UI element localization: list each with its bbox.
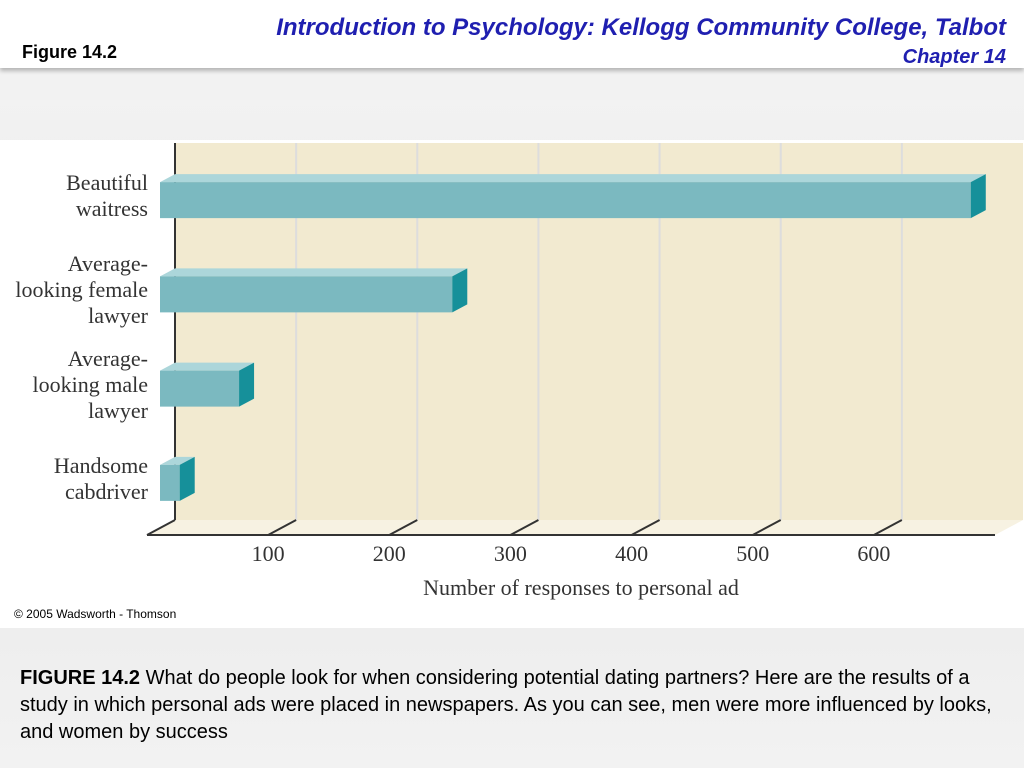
- category-label: Handsome cabdriver: [53, 452, 148, 504]
- bar-front: [160, 276, 453, 313]
- bar-top: [160, 456, 195, 465]
- header: Introduction to Psychology: Kellogg Comm…: [0, 0, 1024, 68]
- x-axis-title: Number of responses to personal ad: [423, 575, 739, 600]
- category-label: Average- looking male lawyer: [32, 345, 148, 423]
- bar-front: [160, 370, 240, 407]
- chart: 100 200 300 400 500 600 Number of responses to…: [0, 140, 1024, 628]
- bar: [160, 268, 468, 313]
- bar-side: [452, 268, 468, 313]
- bar: [160, 174, 986, 219]
- tick-mark: [752, 519, 782, 536]
- bar: [160, 456, 195, 501]
- tick-mark: [267, 519, 297, 536]
- tick-mark: [509, 519, 539, 536]
- bar-top: [160, 362, 255, 371]
- figure-label: Figure 14.2: [22, 42, 118, 62]
- copyright: © 2005 Wadsworth - Thomson: [14, 607, 177, 621]
- bar-side: [179, 456, 195, 501]
- floor-left: [146, 519, 176, 536]
- tick-mark: [388, 519, 418, 536]
- bar-front: [160, 464, 180, 501]
- chart-svg: 100 200 300 400 500 600 Number of responses to…: [146, 143, 1023, 600]
- x-tick-label: 400: [615, 541, 648, 566]
- tick-mark: [631, 519, 661, 536]
- category-label: Beautiful waitress: [66, 170, 148, 222]
- caption-text: What do people look for when considering…: [20, 667, 992, 743]
- x-tick-label: 100: [252, 541, 285, 566]
- x-tick-label: 500: [736, 541, 769, 566]
- x-tick-label: 200: [373, 541, 406, 566]
- bar-top: [160, 174, 986, 183]
- bar-top: [160, 268, 468, 277]
- x-tick-label: 300: [494, 541, 527, 566]
- x-tick-label: 600: [857, 541, 890, 566]
- tick-mark: [873, 519, 903, 536]
- category-label: Average- looking female lawyer: [15, 251, 148, 329]
- bar-side: [239, 362, 255, 407]
- bar: [160, 362, 255, 407]
- title: Introduction to Psychology: Kellogg Comm…: [276, 14, 1006, 41]
- floor: [147, 520, 1023, 535]
- subtitle: Chapter 14: [902, 46, 1006, 68]
- caption: FIGURE 14.2 What do people look for when…: [20, 665, 1005, 746]
- caption-lead: FIGURE 14.2: [20, 667, 141, 689]
- bar-front: [160, 182, 971, 219]
- bar-side: [970, 174, 986, 219]
